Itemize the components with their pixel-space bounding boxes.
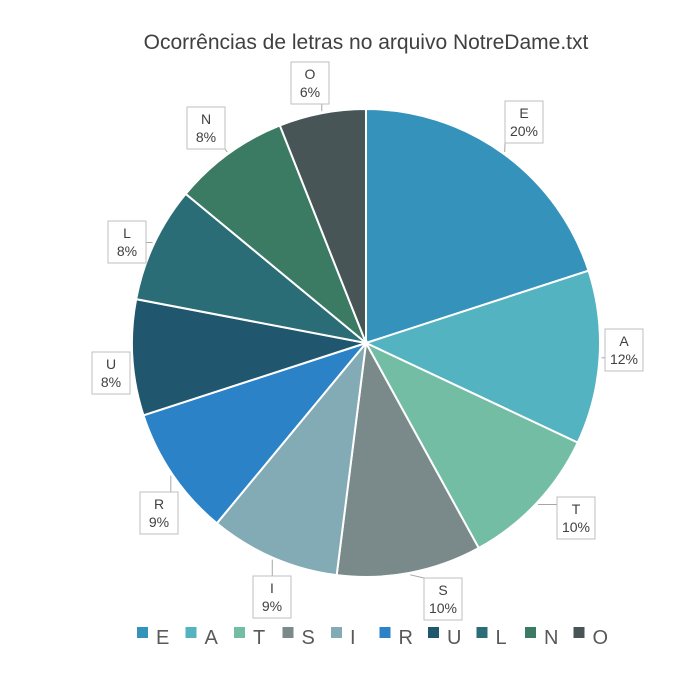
pie-slice-e <box>365 107 590 345</box>
data-label-e: E 20% <box>504 100 544 144</box>
data-label-r: R 9% <box>139 491 179 535</box>
legend-swatch <box>185 627 197 638</box>
data-label-l: L 8% <box>107 220 147 264</box>
data-label-category: S <box>438 582 447 598</box>
legend-item-r: R <box>379 627 413 649</box>
data-label-box <box>423 577 463 621</box>
leader-line-n <box>224 148 228 153</box>
data-label-s: S 10% <box>423 577 463 621</box>
legend-item-n: N <box>525 627 558 649</box>
legend-label: R <box>399 627 413 649</box>
pie-slice-r <box>142 340 369 525</box>
legend-label: I <box>350 627 356 649</box>
pie-slice-t <box>363 340 580 550</box>
legend-label: S <box>302 627 315 649</box>
data-label-box <box>186 106 226 150</box>
data-label-box <box>604 328 644 372</box>
legend-item-o: O <box>573 627 609 649</box>
data-label-percent: 12% <box>610 351 638 367</box>
chart-title: Ocorrências de letras no arquivo NotreDa… <box>144 31 589 54</box>
legend-swatch <box>428 627 439 638</box>
legend-label: E <box>156 627 169 649</box>
legend-item-s: S <box>282 627 315 649</box>
legend-item-a: A <box>185 627 219 649</box>
data-label-a: A 12% <box>604 328 644 372</box>
pie-slice-i <box>215 339 368 577</box>
data-label-i: I 9% <box>252 575 292 619</box>
data-label-category: L <box>123 225 131 241</box>
legend-item-i: I <box>331 627 356 649</box>
legend-label: L <box>496 627 507 649</box>
data-label-o: O 6% <box>290 61 330 105</box>
data-labels: E 20% A 12% T 10% S 10% I 9% R 9% U 8% L 8% N 8% O 6% <box>91 61 644 621</box>
legend-swatch <box>379 627 391 638</box>
data-label-percent: 8% <box>117 243 137 259</box>
legend-label: N <box>544 627 558 649</box>
legend-swatch <box>525 627 536 638</box>
legend-swatch <box>331 627 342 638</box>
data-label-percent: 9% <box>262 598 282 614</box>
data-label-box <box>252 575 292 619</box>
data-label-box <box>290 61 330 105</box>
data-label-u: U 8% <box>91 351 131 395</box>
pie-slice-o <box>278 107 367 344</box>
pie-slice-s <box>335 339 481 578</box>
legend-item-t: T <box>234 627 265 649</box>
pie-slice-l <box>134 192 367 344</box>
legend-swatch <box>476 627 488 638</box>
data-label-percent: 8% <box>196 129 216 145</box>
legend-swatch <box>234 627 245 638</box>
pie-slice-u <box>131 297 367 417</box>
data-label-box <box>139 491 179 535</box>
legend-item-l: L <box>476 627 507 649</box>
data-label-category: N <box>201 111 211 127</box>
pie-slice-n <box>184 124 367 344</box>
legend-label: U <box>447 627 461 649</box>
data-label-percent: 9% <box>149 514 169 530</box>
data-label-percent: 20% <box>510 123 538 139</box>
data-label-percent: 6% <box>300 84 320 100</box>
legend-item-u: U <box>428 627 461 649</box>
data-label-category: O <box>305 66 316 82</box>
legend-swatch <box>137 627 148 638</box>
legend-label: O <box>593 627 609 649</box>
data-label-percent: 8% <box>101 374 121 390</box>
data-label-category: I <box>270 580 274 596</box>
data-label-box <box>107 220 147 264</box>
legend-swatch <box>573 627 585 638</box>
data-label-t: T 10% <box>556 496 596 540</box>
data-label-box <box>91 351 131 395</box>
data-label-percent: 10% <box>429 600 457 616</box>
data-label-category: U <box>106 356 116 372</box>
legend-label: A <box>205 627 219 649</box>
data-label-box <box>504 100 544 144</box>
data-label-category: E <box>519 105 528 121</box>
legend-swatch <box>282 627 294 638</box>
data-label-category: T <box>572 501 581 517</box>
data-label-box <box>556 496 596 540</box>
legend-label: T <box>253 627 265 649</box>
data-label-category: R <box>154 496 164 512</box>
legend-item-e: E <box>137 627 169 649</box>
data-label-n: N 8% <box>186 106 226 150</box>
data-label-percent: 10% <box>562 519 590 535</box>
pie-slices <box>131 107 601 578</box>
leader-line-s <box>410 574 425 579</box>
data-label-category: A <box>619 333 629 349</box>
pie-slice-a <box>363 269 601 444</box>
